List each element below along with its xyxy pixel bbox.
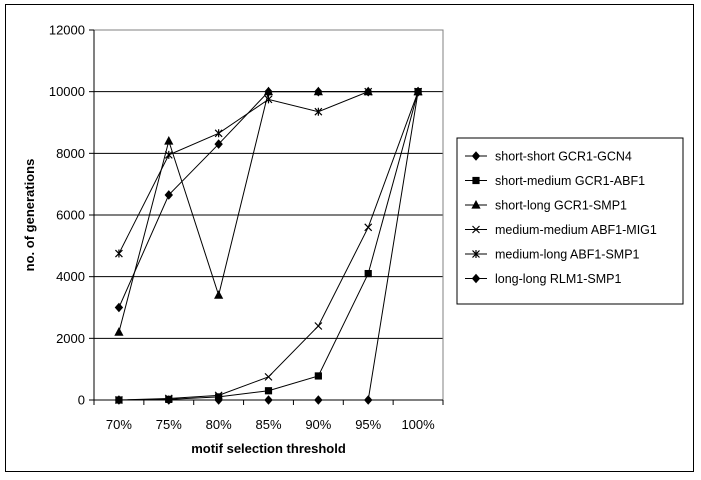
data-point-triangle [164,136,174,145]
chart-frame: 0 2000 4000 6000 8000 10000 12000 70% 75% 80% 85%… [5,4,694,472]
legend-entry: short-short GCR1-GCN4 [465,150,632,164]
y-tick-label: 4000 [56,269,85,284]
data-point-x [164,394,173,403]
data-point-square [165,395,173,403]
x-tick-label: 100% [401,417,435,432]
data-point-diamond [314,86,323,97]
data-point-diamond [413,86,423,97]
data-point-triangle [471,200,481,209]
series-6 [114,86,423,313]
series-line [118,91,419,254]
series-3 [114,86,423,336]
legend-entry: medium-long ABF1-SMP1 [465,248,640,262]
legend-label: long-long RLM1-SMP1 [495,272,621,286]
data-point-diamond [314,395,323,405]
data-point-x [364,223,373,232]
data-point-star [264,95,273,104]
series-line [118,91,419,401]
x-axis-title: motif selection threshold [191,441,346,456]
legend-entry: long-long RLM1-SMP1 [465,272,621,286]
data-point-diamond [264,395,273,405]
data-point-star [314,107,323,116]
series-line [118,91,419,401]
data-point-diamond [264,86,273,97]
data-point-diamond [164,190,173,200]
legend: short-short GCR1-GCN4 short-medium GCR1-A… [456,137,684,305]
data-point-x [472,225,480,234]
legend-entry: short-long GCR1-SMP1 [465,199,627,213]
line-chart: 0 2000 4000 6000 8000 10000 12000 70% 75% 80% 85%… [22,23,684,456]
series-line [118,91,419,401]
y-tick-label: 2000 [56,331,85,346]
legend-label: short-medium GCR1-ABF1 [495,174,645,188]
x-tick-label: 95% [355,417,381,432]
series-line [118,91,419,308]
data-point-square [314,372,322,380]
series-line [118,91,419,333]
data-point-x [314,322,323,330]
data-point-x [115,396,123,404]
data-point-diamond [114,302,124,313]
data-point-square [364,269,372,278]
data-point-square [215,393,223,401]
data-point-x [214,391,223,400]
data-point-diamond [364,86,373,97]
y-tick-label: 8000 [56,146,85,161]
legend-entry: short-medium GCR1-ABF1 [465,174,645,188]
legend-label: short-long GCR1-SMP1 [495,199,627,213]
series-5 [115,87,422,258]
legend-label: medium-long ABF1-SMP1 [495,248,640,262]
x-tick-label: 70% [106,417,132,432]
y-tick-label: 6000 [56,208,85,223]
x-tick-label: 75% [156,417,182,432]
data-point-x [264,372,273,381]
gridlines [94,29,443,401]
x-tick-label: 85% [255,417,281,432]
data-point-diamond [471,273,481,284]
x-tick-label: 90% [305,417,331,432]
data-point-triangle [214,290,224,299]
data-point-diamond [471,151,481,161]
data-point-star [214,129,223,138]
data-point-triangle [114,327,124,336]
legend-label: medium-medium ABF1-MIG1 [495,223,657,237]
data-point-star [472,250,480,258]
data-point-square [264,387,273,395]
data-point-square [472,176,480,185]
data-point-star [115,249,123,258]
data-point-star [164,150,173,159]
data-point-diamond [214,139,223,149]
y-tick-label: 12000 [49,23,85,38]
y-axis-title: no. of generations [22,159,37,272]
y-axis: 0 2000 4000 6000 8000 10000 12000 [49,23,95,408]
series-layer [114,86,423,405]
legend-entry: medium-medium ABF1-MIG1 [465,223,657,237]
data-point-diamond [364,395,373,405]
legend-box [456,137,684,305]
y-tick-label: 0 [78,393,85,408]
legend-label: short-short GCR1-GCN4 [495,150,632,164]
y-tick-label: 10000 [49,84,85,99]
x-tick-label: 80% [206,417,232,432]
